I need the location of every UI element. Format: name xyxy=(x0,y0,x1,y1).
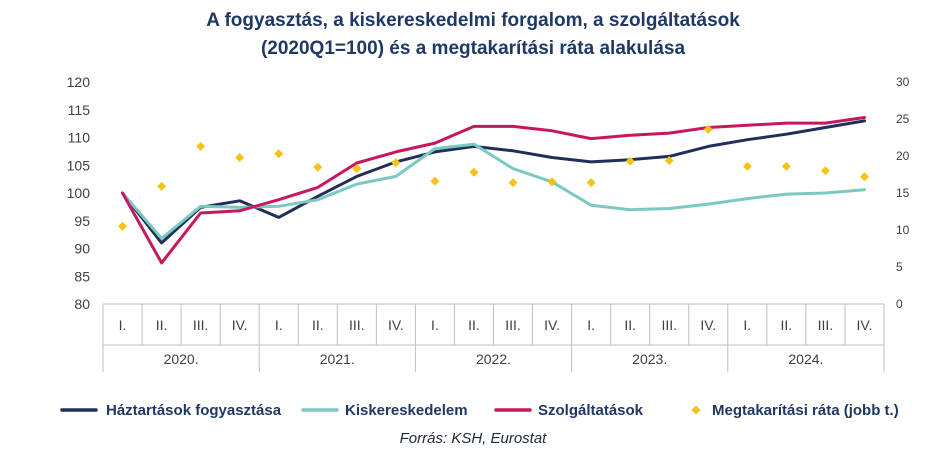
series-line-1 xyxy=(121,119,866,245)
savings-rate-marker xyxy=(547,177,557,187)
left-axis-tick: 100 xyxy=(67,185,91,201)
year-tick-label: 2022. xyxy=(476,351,511,367)
series-line-3 xyxy=(121,116,866,265)
savings-rate-marker xyxy=(469,167,479,177)
savings-rate-marker xyxy=(781,161,791,171)
quarter-tick-label: I. xyxy=(275,317,283,333)
quarter-tick-label: IV. xyxy=(857,317,873,333)
quarter-tick-label: II. xyxy=(468,317,480,333)
savings-rate-marker xyxy=(391,158,401,168)
right-axis-tick: 5 xyxy=(896,260,903,274)
savings-rate-marker xyxy=(625,156,635,166)
quarter-tick-label: III. xyxy=(661,317,677,333)
quarter-tick-label: IV. xyxy=(700,317,716,333)
quarter-tick-label: III. xyxy=(349,317,365,333)
quarter-tick-label: II. xyxy=(781,317,793,333)
quarter-tick-label: IV. xyxy=(232,317,248,333)
savings-rate-marker xyxy=(118,221,128,231)
chart-title-line-1: A fogyasztás, a kiskereskedelmi forgalom… xyxy=(206,10,740,31)
year-tick-label: 2020. xyxy=(164,351,199,367)
quarter-tick-label: IV. xyxy=(388,317,404,333)
legend-label-2: Kiskereskedelem xyxy=(345,402,468,419)
quarter-tick-label: II. xyxy=(312,317,324,333)
right-axis-tick: 10 xyxy=(896,223,910,237)
right-axis-tick: 0 xyxy=(896,297,903,311)
left-axis-tick: 110 xyxy=(68,130,91,146)
savings-rate-marker xyxy=(742,161,752,171)
quarter-tick-label: I. xyxy=(587,317,595,333)
left-axis-tick: 105 xyxy=(67,157,91,173)
savings-rate-marker xyxy=(664,155,674,165)
year-tick-label: 2024. xyxy=(788,351,823,367)
quarter-tick-label: III. xyxy=(818,317,834,333)
quarter-tick-label: II. xyxy=(156,317,168,333)
left-axis-tick: 90 xyxy=(74,241,90,257)
savings-rate-marker xyxy=(703,124,713,134)
plot-series xyxy=(118,116,869,265)
savings-rate-marker xyxy=(157,181,167,191)
savings-rate-marker xyxy=(586,178,596,188)
quarter-tick-label: I. xyxy=(431,317,439,333)
savings-rate-marker xyxy=(274,149,284,159)
quarter-tick-label: II. xyxy=(624,317,636,333)
savings-rate-marker xyxy=(352,164,362,174)
savings-rate-marker xyxy=(859,172,869,182)
quarter-tick-label: I. xyxy=(119,317,127,333)
left-axis-tick: 85 xyxy=(74,268,90,284)
quarter-tick-label: I. xyxy=(743,317,751,333)
legend-swatch-4 xyxy=(691,405,701,415)
left-axis-tick: 80 xyxy=(74,296,90,312)
savings-rate-marker xyxy=(508,178,518,188)
year-tick-label: 2021. xyxy=(320,351,355,367)
legend-label-4: Megtakarítási ráta (jobb t.) xyxy=(712,402,899,419)
year-tick-label: 2023. xyxy=(632,351,667,367)
chart-title-line-2: (2020Q1=100) és a megtakarítási ráta ala… xyxy=(260,38,686,59)
source-note: Forrás: KSH, Eurostat xyxy=(399,430,547,447)
right-axis-tick: 20 xyxy=(896,149,910,163)
legend: Háztartások fogyasztása Kiskereskedelem Sz… xyxy=(60,402,899,419)
left-axis-tick: 95 xyxy=(74,213,90,229)
right-axis-tick: 15 xyxy=(896,186,910,200)
right-axis-tick: 25 xyxy=(896,112,910,126)
series-line-2 xyxy=(121,142,866,240)
legend-label-1: Háztartások fogyasztása xyxy=(106,402,282,419)
savings-rate-marker xyxy=(235,152,245,162)
savings-rate-marker xyxy=(313,162,323,172)
legend-label-3: Szolgáltatások xyxy=(538,402,644,419)
left-axis-tick: 115 xyxy=(68,102,91,118)
left-axis-tick: 120 xyxy=(67,74,91,90)
savings-rate-marker xyxy=(196,141,206,151)
right-axis-tick: 30 xyxy=(896,75,910,89)
quarter-tick-label: III. xyxy=(193,317,209,333)
savings-rate-marker xyxy=(430,176,440,186)
plot-axes: 80 85 90 95 100 105 110 115 120 0 5 10 15 20 25 30 I. II.… xyxy=(67,74,910,372)
savings-rate-marker xyxy=(820,166,830,176)
quarter-tick-label: III. xyxy=(505,317,521,333)
quarter-tick-label: IV. xyxy=(544,317,560,333)
